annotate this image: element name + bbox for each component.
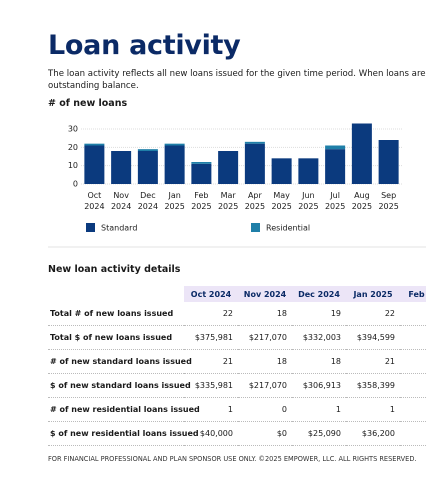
description: The loan activity reflects all new loans… <box>48 69 426 79</box>
table-row: # of new residential loans issued10111 <box>48 397 426 422</box>
bar <box>84 143 105 146</box>
x-tick-label: Aug 2025 <box>351 191 373 211</box>
y-tick-label: 10 <box>68 161 78 170</box>
cell: $358,399 <box>346 373 400 398</box>
cell: $36,200 <box>346 421 400 446</box>
bar <box>298 158 319 184</box>
bar <box>137 149 158 151</box>
bar <box>137 151 158 184</box>
column-header: Nov 2024 <box>238 286 292 302</box>
cell: 1 <box>346 397 400 422</box>
y-tick-label: 20 <box>68 143 78 152</box>
cell: 22 <box>346 302 400 326</box>
cell: $375,981 <box>184 325 238 350</box>
y-tick-label: 0 <box>73 180 78 189</box>
footer: FOR FINANCIAL PROFESSIONAL AND PLAN SPON… <box>48 455 417 463</box>
bar <box>218 151 239 184</box>
cell: 18 <box>238 302 292 326</box>
cell: 1 <box>184 397 238 422</box>
row-label: Total # of new loans issued <box>48 302 184 326</box>
cell: $0 <box>238 421 292 446</box>
bar <box>325 149 346 184</box>
cell: $25,090 <box>292 421 346 446</box>
bar <box>325 145 346 150</box>
table-row: Total # of new loans issued2218192212 <box>48 302 426 326</box>
x-tick-label: May 2025 <box>271 191 292 211</box>
column-header: Jan 2025 <box>346 286 400 302</box>
cell: 18 <box>238 349 292 374</box>
bar <box>84 145 105 184</box>
cell: $237 <box>400 373 426 398</box>
bar <box>271 158 292 184</box>
legend-swatch <box>86 223 95 232</box>
header-cell <box>48 286 184 302</box>
bar <box>378 140 399 184</box>
cell: $278 <box>400 325 426 350</box>
bar <box>351 123 372 184</box>
cell: 1 <box>292 397 346 422</box>
y-tick-label: 30 <box>68 125 78 134</box>
table-title: New loan activity details <box>48 264 181 275</box>
x-tick-label: Nov 2024 <box>110 191 132 211</box>
table-row: $ of new residential loans issued $40,000… <box>48 421 426 446</box>
cell: 0 <box>238 397 292 422</box>
x-tick-label: Mar 2025 <box>217 191 239 211</box>
x-tick-label: Feb 2025 <box>191 191 212 211</box>
bar <box>164 145 185 184</box>
bar <box>191 162 212 164</box>
x-tick-label: Dec 2024 <box>137 191 159 211</box>
cell: $306,913 <box>292 373 346 398</box>
cell: 21 <box>184 349 238 374</box>
bar <box>164 143 185 146</box>
cell: $40,000 <box>184 421 238 446</box>
row-label: $ of new standard loans issued <box>48 373 191 398</box>
bar <box>244 143 265 184</box>
x-tick-label: Sep 2025 <box>378 191 399 211</box>
bar <box>111 151 132 184</box>
cell: 18 <box>292 349 346 374</box>
row-label: # of new residential loans issued <box>48 397 200 422</box>
cell: $41 <box>400 421 426 446</box>
cell: $335,981 <box>184 373 238 398</box>
column-header: Oct 2024 <box>184 286 238 302</box>
cell: 19 <box>292 302 346 326</box>
row-label: $ of new residential loans issued <box>48 421 199 446</box>
cell: $217,070 <box>238 373 292 398</box>
cell: 12 <box>400 302 426 326</box>
cell: 11 <box>400 349 426 374</box>
legend-label: Standard <box>101 224 137 233</box>
cell: $332,003 <box>292 325 346 350</box>
x-tick-label: Oct 2024 <box>84 191 105 211</box>
cell: 22 <box>184 302 238 326</box>
row-label: # of new standard loans issued <box>48 349 192 374</box>
x-tick-label: Jun 2025 <box>298 191 319 211</box>
cell: 1 <box>400 397 426 422</box>
description: outstanding balance. <box>48 81 139 91</box>
page-title: Loan activity <box>48 30 241 61</box>
column-header: Dec 2024 <box>292 286 346 302</box>
table-row: Total $ of new loans issued $375,981 $217,… <box>48 325 426 350</box>
bar <box>191 163 212 184</box>
chart: 0 10 20 30 Standard Residential <box>48 123 426 248</box>
legend-label: Residential <box>266 224 310 233</box>
x-tick-label: Apr 2025 <box>244 191 266 211</box>
cell: $217,070 <box>238 325 292 350</box>
chart-title: # of new loans <box>48 98 128 109</box>
table-row: # of new standard loans issued2118182111 <box>48 349 426 374</box>
cell: 21 <box>346 349 400 374</box>
column-header: Feb 2025 <box>400 286 426 302</box>
bar <box>244 141 265 144</box>
cell: $394,599 <box>346 325 400 350</box>
legend-swatch <box>251 223 260 232</box>
table-row: $ of new standard loans issued $335,981 $2… <box>48 373 426 398</box>
x-tick-label: Jan 2025 <box>164 191 185 211</box>
row-label: Total $ of new loans issued <box>48 325 184 350</box>
x-tick-label: Jul 2025 <box>324 191 346 211</box>
